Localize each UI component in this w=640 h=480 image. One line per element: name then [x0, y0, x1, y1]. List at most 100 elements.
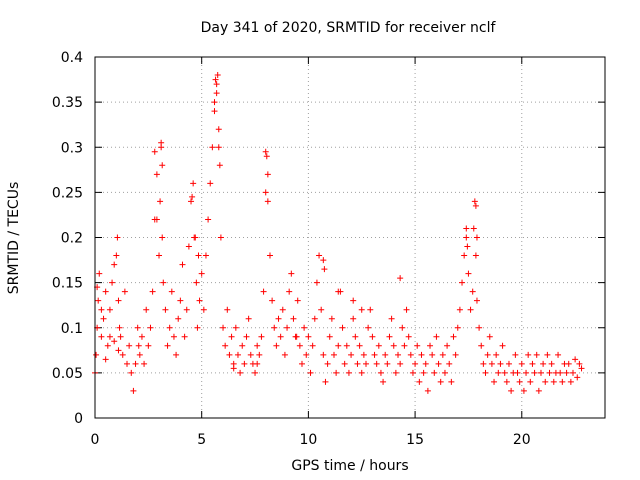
data-point	[459, 279, 466, 286]
data-point	[102, 288, 109, 295]
data-point	[405, 333, 412, 340]
data-point	[339, 324, 346, 331]
data-point	[224, 306, 231, 313]
data-point	[104, 342, 111, 349]
x-axis-label: GPS time / hours	[291, 458, 408, 474]
data-point	[456, 306, 463, 313]
y-tick-label: 0.4	[61, 50, 83, 66]
data-point	[401, 342, 408, 349]
data-point	[254, 342, 261, 349]
data-point	[427, 342, 434, 349]
data-point	[444, 342, 451, 349]
data-point	[446, 360, 453, 367]
data-point	[256, 351, 263, 358]
data-point	[159, 234, 166, 241]
data-point	[512, 351, 519, 358]
data-point	[508, 387, 515, 394]
data-point	[433, 333, 440, 340]
data-point	[435, 360, 442, 367]
data-point	[286, 288, 293, 295]
data-point	[574, 374, 581, 381]
data-point	[115, 347, 122, 354]
data-point	[439, 351, 446, 358]
y-tick-label: 0.2	[61, 231, 83, 247]
data-point	[497, 360, 504, 367]
data-point	[464, 243, 471, 250]
data-point	[117, 333, 124, 340]
data-point	[266, 252, 273, 259]
data-point	[111, 338, 118, 345]
data-point	[409, 369, 416, 376]
data-point	[516, 378, 523, 385]
data-point	[194, 324, 201, 331]
data-point	[473, 234, 480, 241]
data-point	[293, 333, 300, 340]
data-point	[202, 252, 209, 259]
data-point	[252, 369, 259, 376]
data-point	[429, 351, 436, 358]
data-point	[463, 234, 470, 241]
data-point	[303, 351, 310, 358]
data-point	[397, 275, 404, 282]
data-point	[138, 333, 145, 340]
data-point	[316, 252, 323, 259]
data-point	[254, 360, 261, 367]
y-axis-label: SRMTID / TECUs	[6, 182, 22, 295]
data-point	[271, 324, 278, 331]
data-point	[318, 306, 325, 313]
data-point	[173, 351, 180, 358]
data-point	[313, 279, 320, 286]
data-point	[216, 162, 223, 169]
data-point	[390, 342, 397, 349]
data-point	[563, 369, 570, 376]
data-point	[320, 257, 327, 264]
data-point	[258, 333, 265, 340]
data-points	[92, 72, 585, 394]
data-point	[437, 378, 444, 385]
data-point	[243, 333, 250, 340]
data-point	[230, 365, 237, 372]
data-point	[213, 81, 220, 88]
data-point	[478, 342, 485, 349]
data-point	[463, 225, 470, 232]
data-point	[143, 306, 150, 313]
data-point	[382, 351, 389, 358]
data-point	[309, 342, 316, 349]
data-point	[399, 324, 406, 331]
data-point	[330, 351, 337, 358]
data-point	[431, 369, 438, 376]
data-point	[369, 333, 376, 340]
grid-lines	[95, 57, 605, 418]
data-point	[343, 342, 350, 349]
data-point	[452, 351, 459, 358]
data-point	[354, 360, 361, 367]
data-point	[102, 356, 109, 363]
data-point	[491, 378, 498, 385]
data-point	[533, 351, 540, 358]
data-point	[119, 351, 126, 358]
data-point	[106, 306, 113, 313]
data-point	[170, 333, 177, 340]
data-point	[392, 369, 399, 376]
data-point	[190, 180, 197, 187]
data-point	[179, 261, 186, 268]
data-point	[422, 360, 429, 367]
data-point	[162, 306, 169, 313]
data-point	[136, 351, 143, 358]
data-point	[294, 297, 301, 304]
data-point	[386, 333, 393, 340]
data-point	[397, 360, 404, 367]
data-point	[191, 234, 198, 241]
data-point	[277, 333, 284, 340]
data-point	[228, 333, 235, 340]
data-point	[181, 333, 188, 340]
data-point	[380, 378, 387, 385]
data-point	[95, 297, 102, 304]
data-point	[183, 306, 190, 313]
data-point	[350, 315, 357, 322]
data-point	[113, 252, 120, 259]
data-point	[576, 360, 583, 367]
data-point	[213, 90, 220, 97]
data-point	[100, 315, 107, 322]
